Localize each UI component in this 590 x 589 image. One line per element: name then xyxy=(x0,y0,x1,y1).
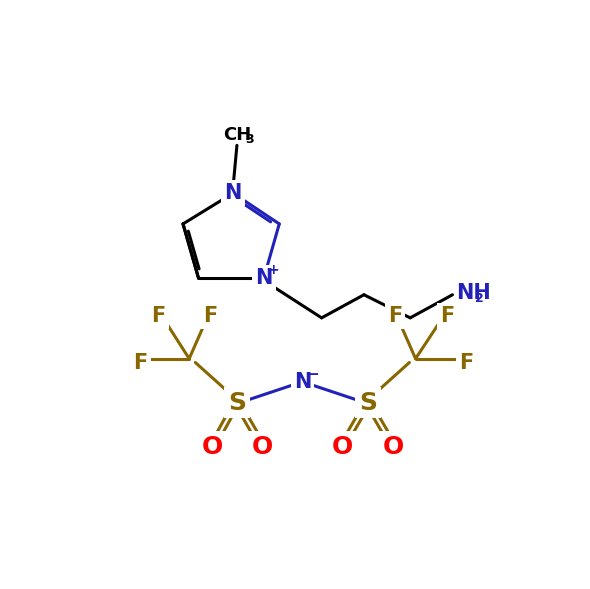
Text: NH: NH xyxy=(457,283,491,303)
Text: O: O xyxy=(332,435,353,459)
Text: F: F xyxy=(459,352,474,372)
Text: N: N xyxy=(294,372,311,392)
Text: O: O xyxy=(202,435,223,459)
Text: F: F xyxy=(388,306,402,326)
Text: F: F xyxy=(203,306,217,326)
Text: 2: 2 xyxy=(475,292,484,305)
Text: F: F xyxy=(440,306,454,326)
Text: F: F xyxy=(151,306,166,326)
Text: +: + xyxy=(267,263,279,277)
Text: O: O xyxy=(382,435,404,459)
Text: −: − xyxy=(307,366,320,382)
Text: N: N xyxy=(224,183,242,203)
Text: S: S xyxy=(228,391,246,415)
Text: CH: CH xyxy=(223,125,251,144)
Text: S: S xyxy=(359,391,377,415)
Text: 3: 3 xyxy=(245,133,254,145)
Text: N: N xyxy=(255,268,273,288)
Text: O: O xyxy=(252,435,273,459)
Text: F: F xyxy=(133,352,148,372)
